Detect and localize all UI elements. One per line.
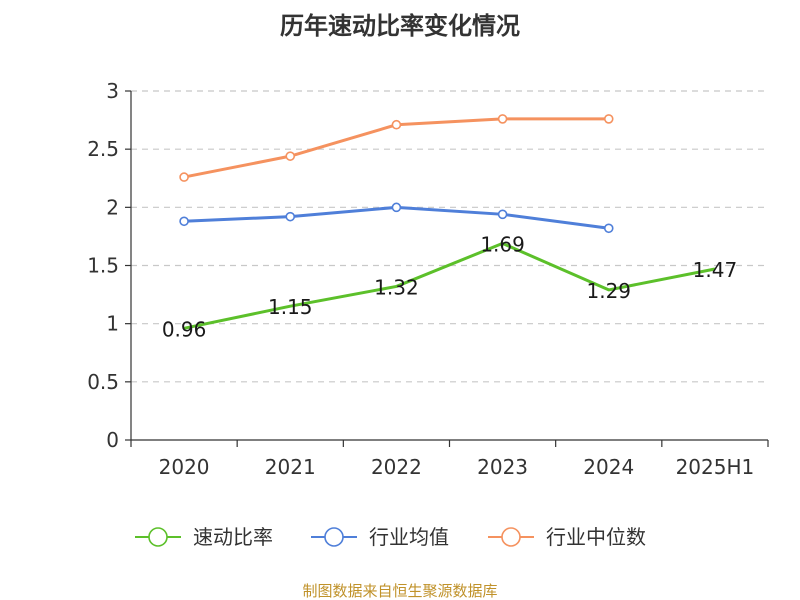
source-note: 制图数据来自恒生聚源数据库: [302, 582, 497, 600]
data-point: [391, 119, 402, 130]
series-1: [179, 202, 614, 234]
series-0: 0.96 1.15 1.32 1.69 1.29 1.47: [162, 232, 737, 341]
data-point: [497, 114, 508, 124]
legend: 速动比率 行业均值 行业中位数: [135, 525, 646, 549]
legend-marker: [148, 527, 168, 547]
data-point: [179, 172, 189, 182]
y-tick-label: 0.5: [87, 370, 119, 394]
y-tick-label: 0: [106, 428, 119, 452]
series-2: [179, 114, 614, 182]
data-point: [497, 209, 508, 220]
series-group: 0.96 1.15 1.32 1.69 1.29 1.47: [162, 114, 737, 341]
data-label: 1.47: [693, 258, 738, 282]
axes: 0 0.5 1 1.5 2 2.5 3 2020 2021 2022 2023 2024 2025H1: [87, 79, 769, 479]
legend-label: 速动比率: [193, 525, 273, 549]
legend-item: 速动比率: [135, 525, 273, 549]
data-label: 1.29: [586, 279, 631, 303]
data-point: [603, 114, 614, 124]
chart-title: 历年速动比率变化情况: [280, 12, 520, 40]
data-point: [603, 223, 614, 234]
series-line: [183, 241, 716, 330]
data-point: [391, 202, 402, 213]
legend-marker: [324, 527, 344, 547]
data-point: [179, 216, 189, 227]
x-tick-label: 2020: [159, 455, 210, 479]
legend-item: 行业均值: [311, 525, 449, 549]
x-tick-label: 2022: [371, 455, 422, 479]
data-label: 1.32: [374, 275, 419, 299]
data-label: 1.15: [268, 295, 313, 319]
y-tick-label: 1: [106, 312, 119, 336]
legend-label: 行业中位数: [546, 525, 646, 549]
data-point: [285, 151, 296, 161]
legend-label: 行业均值: [369, 525, 449, 549]
x-tick-label: 2021: [265, 455, 316, 479]
y-tick-label: 2: [106, 195, 119, 219]
grid: [131, 90, 768, 383]
legend-marker: [501, 527, 521, 547]
data-label: 1.69: [480, 232, 525, 256]
y-tick-label: 1.5: [87, 254, 119, 278]
x-tick-label: 2025H1: [676, 455, 755, 479]
x-tick-label: 2024: [583, 455, 634, 479]
data-label: 0.96: [162, 317, 207, 341]
y-tick-label: 2.5: [87, 137, 119, 161]
legend-item: 行业中位数: [488, 525, 646, 549]
y-tick-label: 3: [106, 79, 119, 103]
x-tick-label: 2023: [477, 455, 528, 479]
data-point: [285, 211, 296, 222]
